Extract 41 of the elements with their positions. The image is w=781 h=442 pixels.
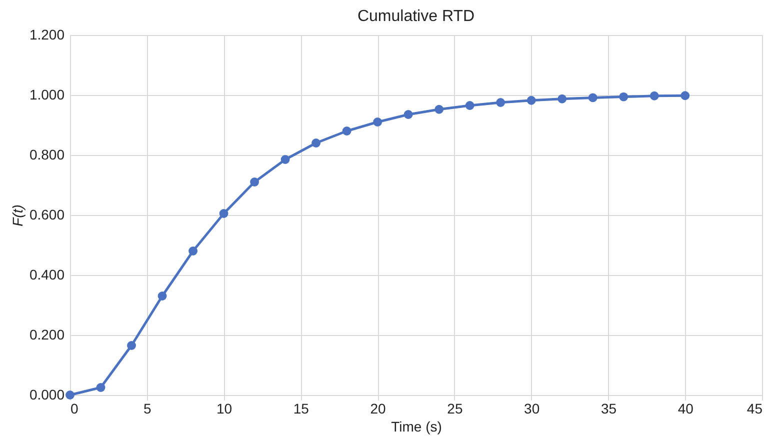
x-tick-label: 20 [370, 400, 386, 416]
x-axis-title: Time (s) [391, 418, 442, 434]
point [127, 341, 136, 350]
point [434, 104, 444, 114]
point [66, 390, 74, 400]
point [250, 178, 260, 186]
point [496, 98, 506, 107]
y-tick-label: 0.400 [29, 266, 65, 282]
point [465, 101, 474, 110]
x-tick-label: 15 [293, 400, 310, 416]
y-axis-title: F(t) [9, 204, 26, 226]
point [96, 383, 106, 392]
point [588, 93, 598, 102]
point [219, 209, 228, 218]
point [558, 94, 567, 104]
y-tick-label: 0.200 [29, 326, 65, 342]
x-tick-label: 40 [678, 400, 694, 416]
x-tick-label: 45 [746, 400, 763, 416]
point [650, 91, 659, 100]
point [526, 96, 536, 105]
point [404, 110, 413, 119]
y-tick-label: 0.800 [29, 146, 65, 162]
point [680, 91, 690, 100]
y-tick-label: 1.000 [29, 86, 65, 102]
point [342, 126, 352, 136]
x-tick-label: 5 [143, 400, 152, 416]
point [373, 118, 382, 126]
x-tick-label: 35 [600, 400, 617, 416]
y-tick-label: 0.000 [29, 386, 65, 402]
point [188, 246, 198, 256]
point [619, 92, 628, 102]
y-tick-label: 1.200 [29, 26, 65, 42]
x-tick-label: 25 [447, 400, 463, 416]
chart-title: Cumulative RTD [357, 8, 475, 25]
point [280, 155, 290, 164]
point [312, 138, 321, 148]
point [158, 292, 167, 300]
x-tick-label: 30 [524, 400, 540, 416]
x-tick-label: 10 [216, 400, 232, 416]
y-tick-label: 0.600 [29, 206, 65, 222]
x-tick-label: 0 [70, 400, 78, 416]
